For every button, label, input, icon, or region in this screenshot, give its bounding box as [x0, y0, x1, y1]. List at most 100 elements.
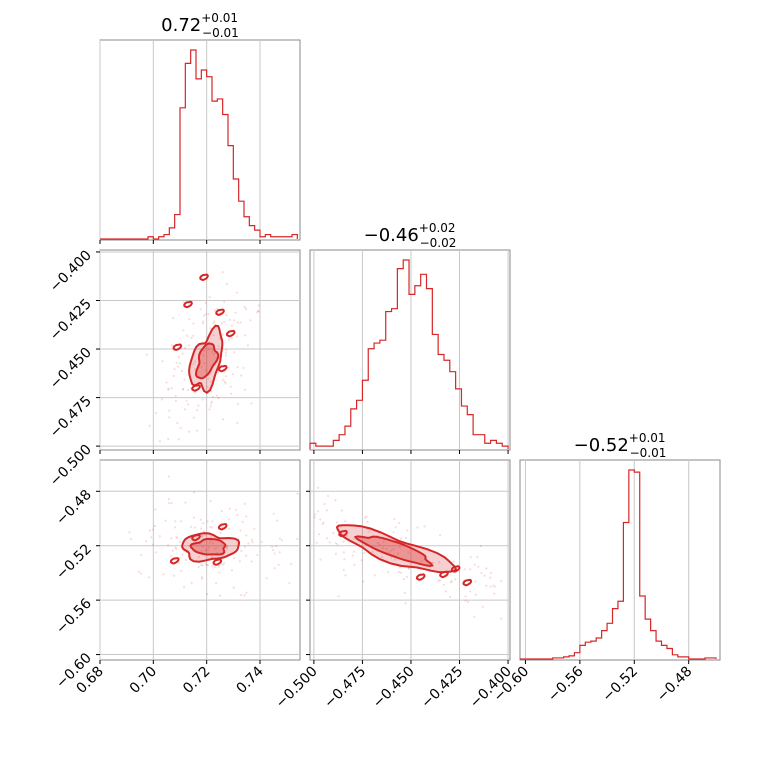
contour-panel-0-inner-contour — [194, 342, 220, 380]
contour-panel-1-contour-island — [217, 523, 228, 531]
sample-point — [476, 555, 479, 559]
sample-point — [399, 571, 402, 574]
contour-panel-0-contour-island — [217, 364, 228, 373]
sample-point — [403, 591, 406, 595]
sample-point — [208, 296, 211, 299]
sample-point — [249, 319, 252, 322]
sample-point — [192, 416, 195, 419]
sample-point — [387, 551, 390, 554]
sample-point — [197, 404, 200, 407]
histogram-title-2: −0.52+0.01 −0.01 — [574, 431, 667, 460]
sample-point — [231, 373, 234, 376]
sample-point — [342, 551, 345, 554]
sample-point — [221, 563, 224, 566]
sample-point — [273, 567, 276, 570]
sample-point — [219, 531, 222, 535]
sample-point — [170, 502, 173, 505]
sample-point — [200, 577, 204, 580]
sample-point — [239, 594, 243, 597]
sample-point — [209, 327, 212, 330]
sample-point — [168, 409, 171, 412]
sample-point — [190, 581, 193, 585]
sample-point — [397, 552, 400, 555]
sample-point — [243, 305, 246, 309]
sample-point — [193, 491, 196, 494]
sample-point — [230, 324, 233, 327]
sample-point — [235, 508, 238, 511]
sample-point — [250, 560, 253, 563]
sample-point — [215, 546, 218, 549]
sample-point — [233, 556, 236, 560]
sample-point — [239, 321, 242, 324]
sample-point — [452, 560, 455, 563]
sample-point — [366, 520, 369, 524]
contour-panel-0-contour-island — [191, 384, 201, 392]
sample-point — [165, 381, 168, 384]
sample-point — [393, 518, 396, 521]
sample-point — [217, 345, 220, 348]
sample-point — [167, 388, 170, 391]
sample-point — [162, 573, 165, 576]
contour-panel-1-outer-contour — [181, 532, 241, 563]
sample-point — [326, 494, 330, 497]
sample-point — [225, 546, 228, 550]
sample-point — [382, 540, 385, 544]
sample-point — [321, 522, 324, 526]
sample-point — [155, 551, 158, 554]
sample-point — [176, 365, 180, 368]
sample-point — [432, 561, 435, 565]
sample-point — [174, 394, 177, 397]
sample-point — [474, 580, 477, 583]
sample-point — [493, 592, 496, 595]
sample-point — [195, 429, 199, 432]
sample-point — [167, 387, 170, 390]
sample-point — [203, 350, 206, 353]
sample-point — [450, 580, 453, 583]
contour-panel-2-contour-island — [415, 573, 426, 581]
sample-point — [145, 540, 148, 543]
sample-point — [325, 509, 328, 512]
sample-point — [483, 574, 486, 577]
sample-point — [342, 540, 345, 543]
sample-point — [404, 536, 408, 540]
contour-panel-0-contour-island — [172, 343, 183, 351]
sample-point — [256, 553, 259, 557]
sample-point — [204, 313, 208, 316]
sample-point — [439, 534, 442, 537]
sample-point — [241, 520, 244, 524]
sample-point — [184, 501, 187, 504]
sample-point — [394, 526, 397, 529]
sample-point — [225, 349, 228, 352]
sample-point — [207, 348, 210, 351]
sample-point — [194, 368, 197, 371]
sample-point — [128, 531, 131, 534]
sample-point — [179, 426, 182, 429]
sample-point — [376, 541, 379, 545]
sample-point — [438, 579, 441, 582]
sample-point — [288, 582, 291, 585]
sample-point — [245, 308, 248, 311]
contour-panel-2-contour-island — [439, 570, 449, 579]
sample-point — [209, 380, 212, 383]
sample-point — [473, 615, 476, 618]
sample-point — [340, 509, 343, 512]
sample-point — [381, 547, 384, 550]
sample-point — [236, 335, 239, 338]
histogram-step-1 — [309, 259, 509, 449]
sample-point — [184, 558, 188, 562]
sample-point — [208, 428, 211, 431]
sample-point — [227, 366, 230, 369]
sample-point — [174, 546, 177, 549]
sample-point — [210, 402, 213, 405]
sample-point — [180, 520, 183, 523]
sample-point — [207, 563, 210, 567]
sample-point — [137, 570, 140, 573]
sample-point — [260, 540, 263, 544]
contour-panel-0-contour-island — [183, 300, 193, 309]
sample-point — [194, 360, 197, 363]
sample-point — [210, 400, 213, 403]
sample-point — [334, 552, 337, 555]
sample-point — [236, 513, 239, 517]
contour-panel-2-contour-island — [338, 529, 348, 538]
sample-point — [221, 271, 224, 274]
